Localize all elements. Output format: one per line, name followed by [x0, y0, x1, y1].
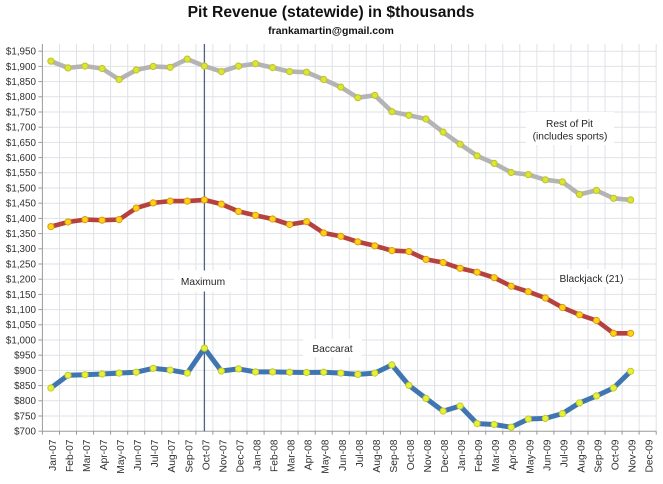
svg-text:Sep-07: Sep-07	[184, 439, 195, 472]
svg-text:$1,450: $1,450	[6, 199, 37, 210]
svg-text:Mar-09: Mar-09	[491, 439, 502, 472]
svg-text:(includes sports): (includes sports)	[533, 132, 608, 143]
svg-text:$1,750: $1,750	[6, 107, 37, 118]
svg-text:$1,150: $1,150	[6, 290, 37, 301]
svg-text:May-08: May-08	[321, 439, 332, 473]
svg-text:$1,950: $1,950	[6, 47, 37, 58]
svg-text:Feb-09: Feb-09	[474, 439, 485, 472]
svg-text:Nov-09: Nov-09	[628, 439, 639, 472]
svg-text:$1,300: $1,300	[6, 244, 37, 255]
svg-text:$1,400: $1,400	[6, 214, 37, 225]
svg-text:frankamartin@gmail.com: frankamartin@gmail.com	[268, 25, 394, 37]
svg-text:$1,600: $1,600	[6, 153, 37, 164]
svg-text:Jul-07: Jul-07	[150, 439, 161, 467]
svg-text:Aug-07: Aug-07	[167, 439, 178, 472]
svg-text:$1,000: $1,000	[6, 335, 37, 346]
svg-text:$900: $900	[14, 366, 36, 377]
svg-text:$1,250: $1,250	[6, 259, 37, 270]
svg-text:Aug-08: Aug-08	[372, 439, 383, 472]
svg-text:$1,050: $1,050	[6, 320, 37, 331]
svg-text:Mar-07: Mar-07	[82, 439, 93, 472]
svg-text:Feb-08: Feb-08	[270, 439, 281, 472]
svg-text:Jan-07: Jan-07	[48, 439, 59, 471]
svg-text:Mar-08: Mar-08	[287, 439, 298, 472]
svg-text:Oct-09: Oct-09	[611, 439, 622, 470]
svg-text:Apr-08: Apr-08	[304, 439, 315, 470]
svg-text:Jul-09: Jul-09	[559, 439, 570, 467]
svg-text:Feb-07: Feb-07	[65, 439, 76, 472]
svg-text:Dec-09: Dec-09	[645, 439, 656, 472]
svg-text:Jun-09: Jun-09	[542, 439, 553, 471]
svg-text:$1,350: $1,350	[6, 229, 37, 240]
svg-text:Nov-08: Nov-08	[423, 439, 434, 472]
svg-text:Aug-09: Aug-09	[577, 439, 588, 472]
svg-text:May-07: May-07	[116, 439, 127, 473]
svg-text:Oct-07: Oct-07	[201, 439, 212, 470]
svg-text:Maximum: Maximum	[181, 277, 225, 288]
svg-text:$1,100: $1,100	[6, 305, 37, 316]
svg-text:$1,900: $1,900	[6, 62, 37, 73]
svg-text:Baccarat: Baccarat	[312, 344, 352, 355]
svg-text:May-09: May-09	[525, 439, 536, 473]
svg-text:$800: $800	[14, 396, 36, 407]
svg-text:Sep-08: Sep-08	[389, 439, 400, 472]
svg-text:$1,550: $1,550	[6, 168, 37, 179]
svg-text:Jan-09: Jan-09	[457, 439, 468, 471]
svg-text:Blackjack (21): Blackjack (21)	[560, 274, 624, 285]
svg-text:$1,700: $1,700	[6, 123, 37, 134]
svg-text:Jun-07: Jun-07	[133, 439, 144, 471]
svg-text:Jan-08: Jan-08	[253, 439, 264, 471]
svg-text:Sep-09: Sep-09	[594, 439, 605, 472]
svg-text:$750: $750	[14, 411, 36, 422]
svg-text:$700: $700	[14, 427, 36, 438]
svg-text:Pit Revenue (statewide) in $th: Pit Revenue (statewide) in $thousands	[188, 4, 475, 21]
svg-text:$1,500: $1,500	[6, 183, 37, 194]
svg-text:Apr-09: Apr-09	[508, 439, 519, 470]
svg-text:Nov-07: Nov-07	[218, 439, 229, 472]
svg-text:$1,850: $1,850	[6, 77, 37, 88]
svg-text:$1,800: $1,800	[6, 92, 37, 103]
svg-text:$1,200: $1,200	[6, 275, 37, 286]
svg-text:Dec-07: Dec-07	[236, 439, 247, 472]
svg-text:Rest of Pit: Rest of Pit	[546, 119, 593, 130]
svg-text:$1,650: $1,650	[6, 138, 37, 149]
svg-text:Jul-08: Jul-08	[355, 439, 366, 467]
svg-text:Dec-08: Dec-08	[440, 439, 451, 472]
svg-text:Oct-08: Oct-08	[406, 439, 417, 470]
svg-text:Jun-08: Jun-08	[338, 439, 349, 471]
svg-text:$850: $850	[14, 381, 36, 392]
svg-text:$950: $950	[14, 351, 36, 362]
svg-text:Apr-07: Apr-07	[99, 439, 110, 470]
